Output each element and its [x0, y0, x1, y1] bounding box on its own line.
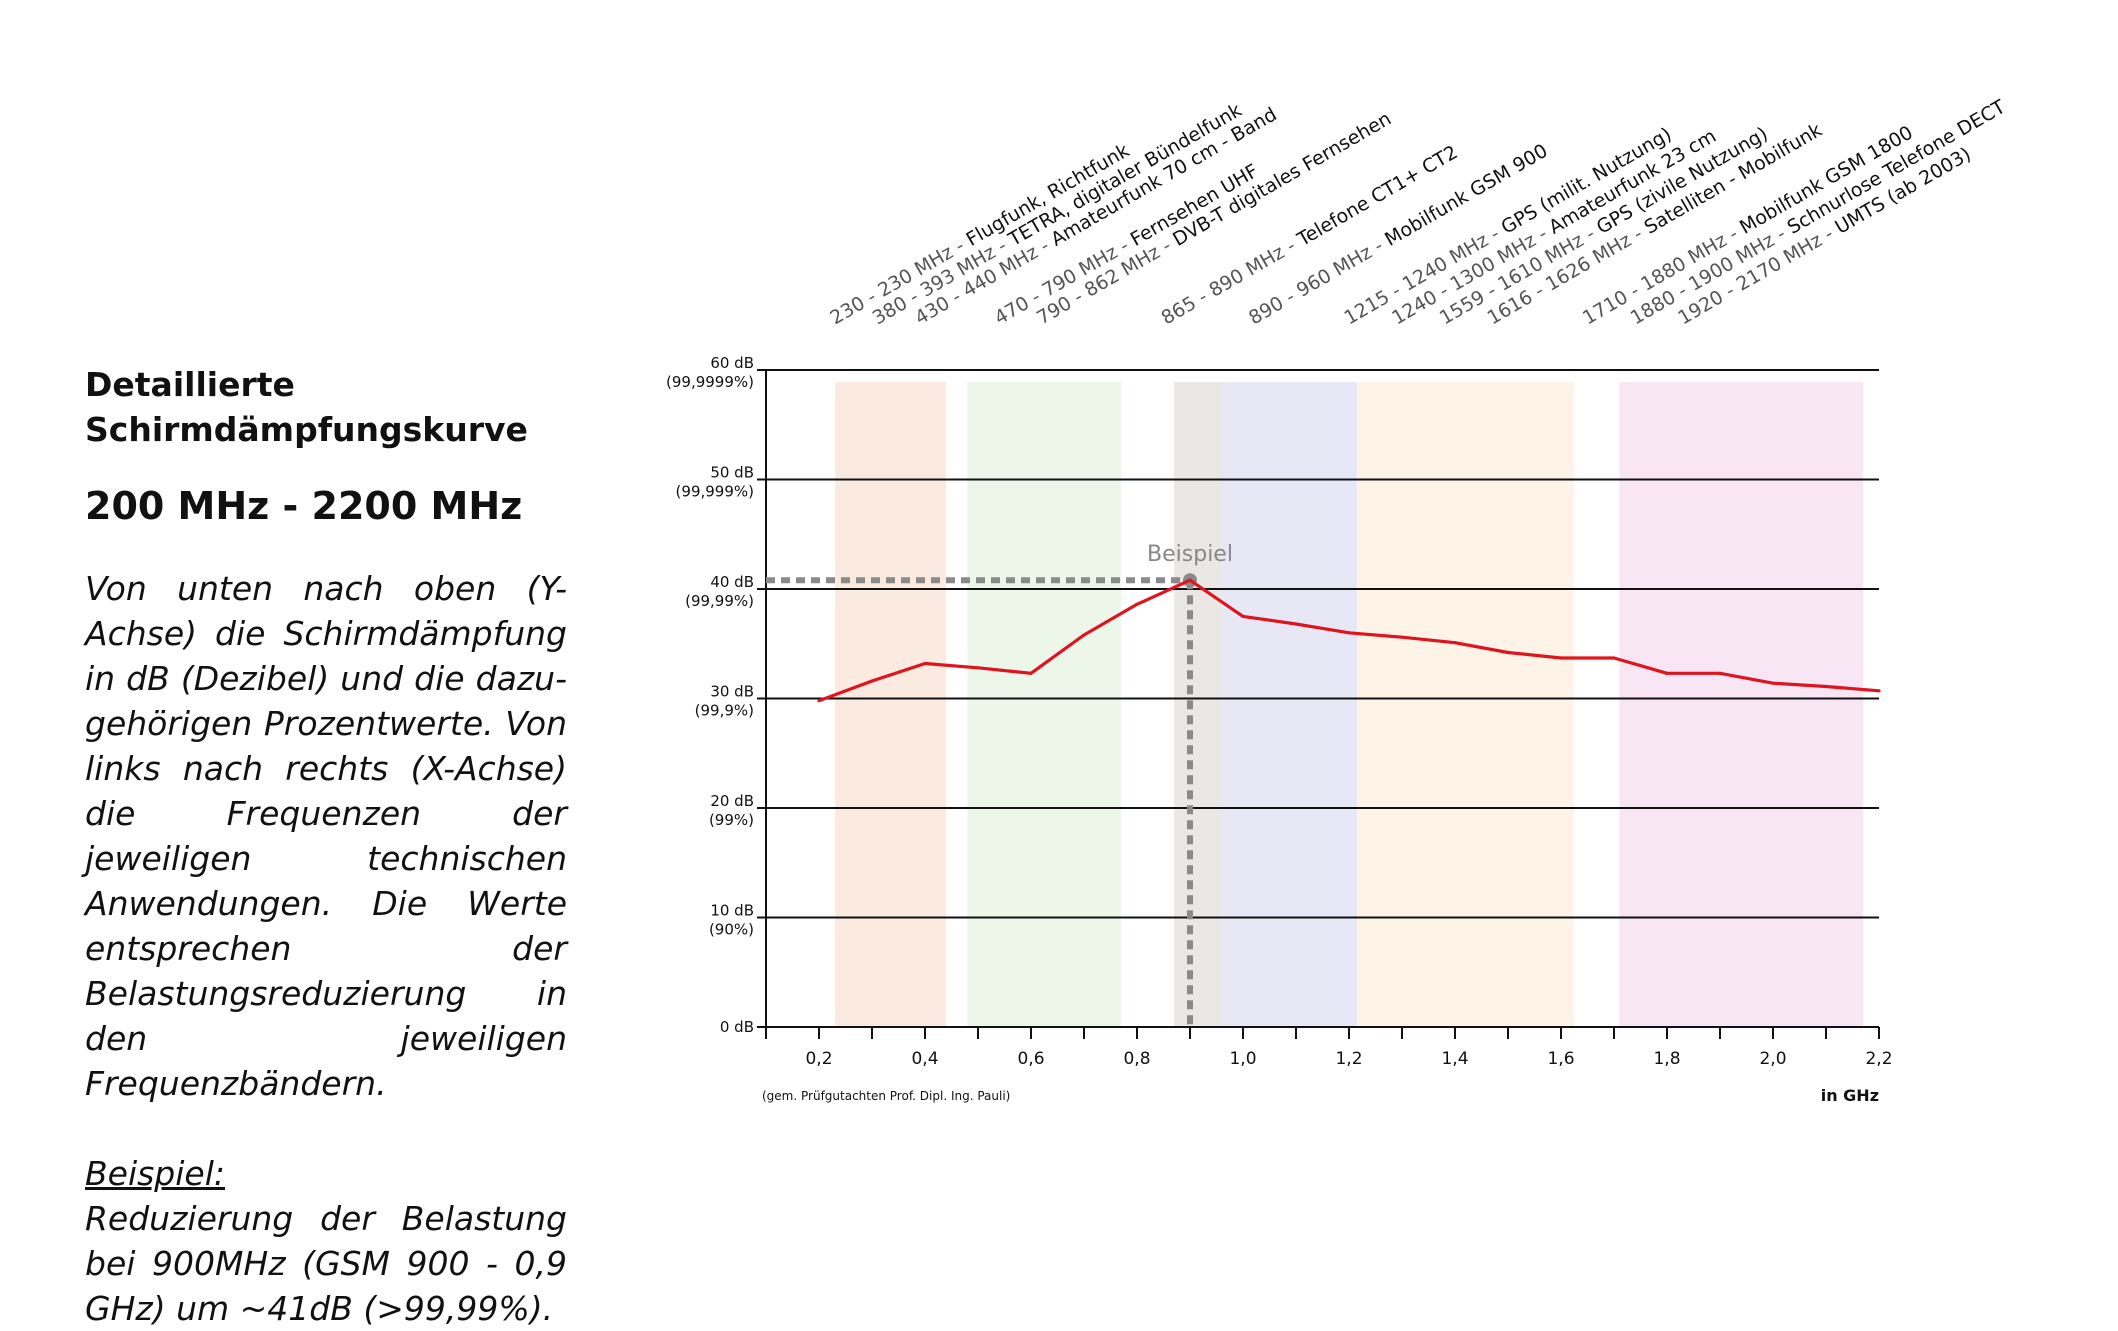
x-tick-label: 1,6 [1547, 1049, 1574, 1069]
y-tick-sublabel: (99%) [709, 811, 754, 829]
data-point [1506, 650, 1510, 655]
x-tick-label: 0,6 [1017, 1049, 1044, 1069]
source-note: (gem. Prüfgutachten Prof. Dipl. Ing. Pau… [762, 1089, 1010, 1103]
y-tick-label: 10 dB [710, 902, 754, 920]
title-line-2: Schirmdämpfungskurve [85, 410, 528, 449]
data-point [1665, 671, 1669, 675]
data-point [1877, 689, 1881, 693]
data-point [1135, 602, 1139, 606]
y-tick-label: 20 dB [710, 792, 754, 810]
data-point [1029, 671, 1033, 675]
data-point [1612, 656, 1616, 660]
annotation-label: Beispiel [1147, 542, 1233, 567]
background-band [1221, 382, 1357, 1027]
description-panel: Detaillierte Schirmdämpfungskurve 200 MH… [85, 362, 567, 1331]
title-line-1: Detaillierte [85, 365, 295, 404]
background-bands [834, 382, 1864, 1027]
frequency-range: 200 MHz - 2200 MHz [85, 484, 523, 528]
y-tick-label: 0 dB [720, 1018, 754, 1036]
x-tick-label: 1,8 [1653, 1049, 1680, 1069]
example-annotation: Beispiel [766, 542, 1233, 1027]
background-band [834, 382, 947, 1027]
data-point [1294, 622, 1298, 626]
data-series [817, 578, 1881, 703]
y-tick-label: 30 dB [710, 683, 754, 701]
x-tick-label: 2,2 [1865, 1049, 1892, 1069]
y-tick-label: 40 dB [710, 573, 754, 591]
background-band [967, 382, 1122, 1027]
x-tick-label: 1,0 [1229, 1049, 1256, 1069]
data-point [1718, 671, 1722, 675]
y-tick-sublabel: (99,9999%) [666, 373, 754, 391]
x-tick-label: 2,0 [1759, 1049, 1786, 1069]
y-tick-label: 60 dB [710, 354, 754, 372]
data-point [870, 679, 874, 683]
data-point [1082, 633, 1086, 637]
y-tick-sublabel: (90%) [709, 921, 754, 939]
description-text: Von unten nach oben (Y-Achse) die Schirm… [85, 569, 567, 1103]
axes: 60 dB(99,9999%) 50 dB(99,999%) 40 dB(99,99… [666, 354, 1893, 1069]
background-band [1174, 382, 1222, 1027]
x-unit-label: in GHz [1821, 1086, 1879, 1105]
y-tick-sublabel: (99,99%) [685, 592, 754, 610]
background-band [1619, 382, 1864, 1027]
example-heading: Beispiel: [85, 1154, 226, 1193]
data-point [1771, 681, 1775, 685]
data-point [976, 666, 980, 670]
y-tick-label: 50 dB [710, 464, 754, 482]
x-tick-label: 0,8 [1123, 1049, 1150, 1069]
x-tick-label: 0,4 [911, 1049, 938, 1069]
data-point [1188, 578, 1192, 582]
data-point [1824, 684, 1828, 689]
data-point [1241, 614, 1245, 618]
y-tick-sublabel: (99,9%) [695, 702, 754, 720]
x-tick-label: 0,2 [805, 1049, 832, 1069]
x-tick-label: 1,4 [1441, 1049, 1468, 1069]
band-application: Schnurlose Telefone DECT [1784, 96, 2010, 239]
background-band [1356, 382, 1575, 1027]
shielding-chart: 60 dB(99,9999%) 50 dB(99,999%) 40 dB(99,99… [666, 96, 2009, 1105]
data-point [1400, 635, 1404, 639]
x-tick-label: 1,2 [1335, 1049, 1362, 1069]
data-point [1559, 656, 1563, 660]
data-point [817, 699, 821, 703]
data-point [923, 661, 927, 666]
data-point [1347, 631, 1351, 635]
data-point [1453, 641, 1457, 645]
y-tick-sublabel: (99,999%) [676, 483, 754, 501]
